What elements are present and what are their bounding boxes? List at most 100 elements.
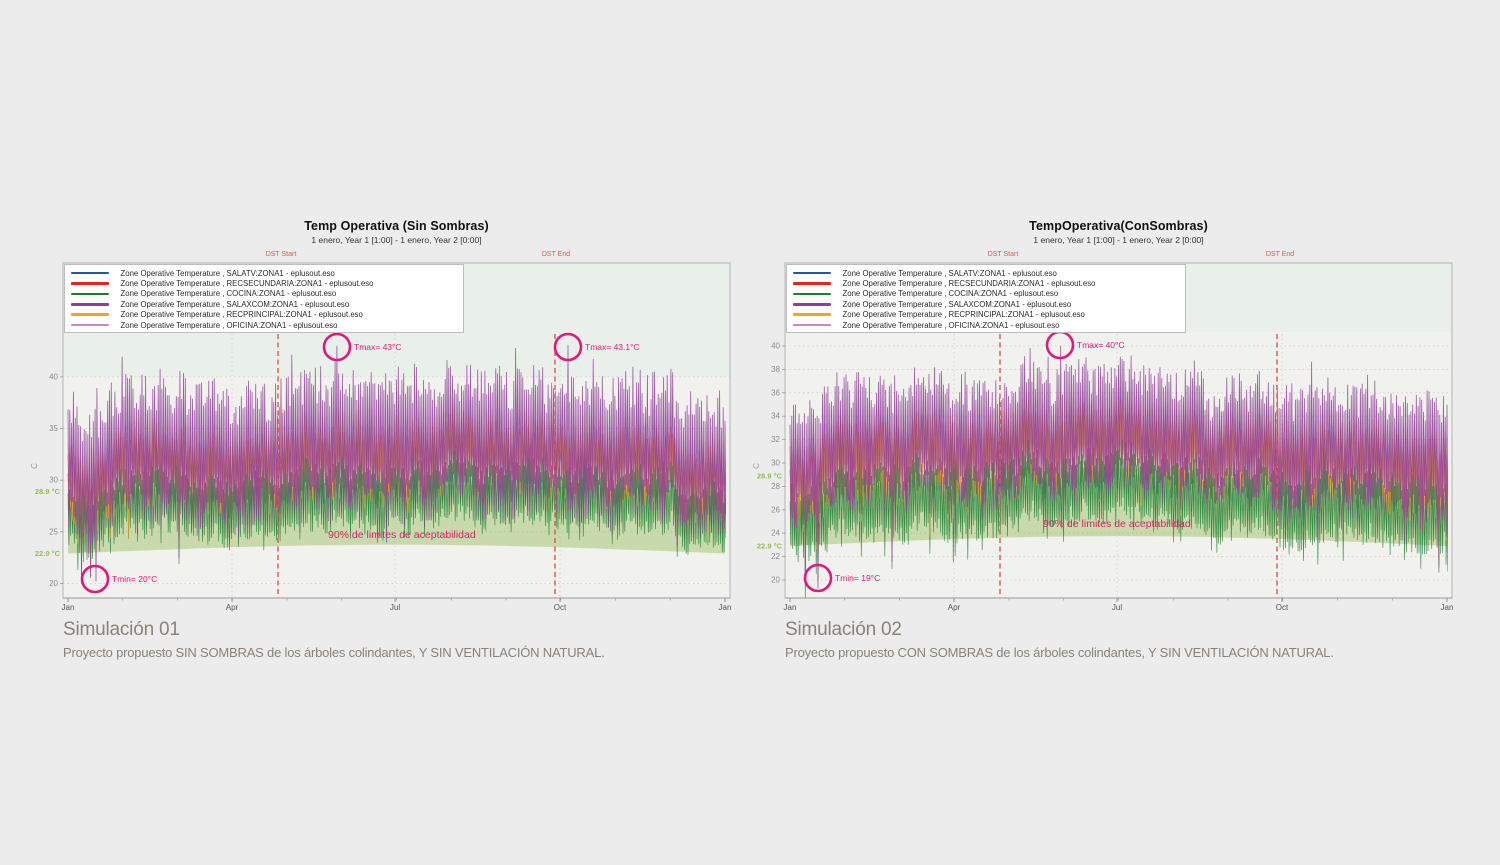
x-tick-label: Jan: [719, 603, 732, 612]
comfort-limit-label: 22.9 °C: [757, 542, 783, 551]
x-tick-label: Jul: [390, 603, 400, 612]
legend-item: Zone Operative Temperature , SALATV:ZONA…: [65, 268, 463, 278]
annotation-circle: [80, 564, 110, 594]
annotation-label: Tmax= 43.1°C: [585, 342, 640, 352]
legend-item: Zone Operative Temperature , SALAXCOM:ZO…: [65, 299, 463, 309]
chart-canvas-0: 20 25 30 35 40 28.9 °C 22.9 °C Jan Apr Jul Oct Jan C…: [30, 262, 732, 612]
chart-subtitle-left: 1 enero, Year 1 [1:00] - 1 enero, Year 2…: [311, 235, 482, 245]
x-tick-label: Jan: [1441, 603, 1454, 612]
y-tick-label: 28: [771, 482, 780, 491]
legend-item: Zone Operative Temperature , RECSECUNDAR…: [65, 278, 463, 288]
legend-label: Zone Operative Temperature , SALATV:ZONA…: [842, 268, 1057, 278]
series-salaxcom: [789, 345, 1448, 589]
x-tick-label: Apr: [226, 603, 239, 612]
y-tick-label: 36: [771, 388, 780, 397]
y-tick-label: 34: [771, 412, 780, 421]
x-tick-label: Apr: [948, 603, 961, 612]
chart-title-right: TempOperativa(ConSombras): [1029, 219, 1208, 233]
annotation-circle: [322, 332, 352, 362]
x-tick-label: Jul: [1112, 603, 1122, 612]
legend-item: Zone Operative Temperature , OFICINA:ZON…: [787, 320, 1185, 330]
comfort-limit-label: 28.9 °C: [35, 487, 61, 496]
legend-label: Zone Operative Temperature , OFICINA:ZON…: [842, 320, 1060, 330]
legend-box-1: Zone Operative Temperature , SALATV:ZONA…: [785, 264, 1186, 334]
y-tick-label: 25: [49, 527, 58, 536]
legend-swatch: [70, 292, 109, 296]
x-tick-label: Jan: [784, 603, 797, 612]
legend-swatch: [792, 303, 831, 306]
caption-title-right: Simulación 02: [785, 619, 902, 640]
legend-label: Zone Operative Temperature , RECPRINCIPA…: [842, 310, 1085, 320]
legend-swatch: [792, 313, 831, 317]
legend-label: Zone Operative Temperature , SALATV:ZONA…: [120, 268, 335, 278]
chart-title-left: Temp Operativa (Sin Sombras): [304, 219, 489, 233]
x-tick-label: Oct: [554, 603, 567, 612]
legend-item: Zone Operative Temperature , COCINA:ZONA…: [787, 289, 1185, 299]
y-tick-label: 32: [771, 435, 780, 444]
chart-subtitle-right: 1 enero, Year 1 [1:00] - 1 enero, Year 2…: [1033, 235, 1204, 245]
dst-start-label-right: DST Start: [987, 251, 1019, 258]
annotation-circle: [553, 332, 583, 362]
legend-swatch: [70, 313, 109, 317]
legend-item: Zone Operative Temperature , RECPRINCIPA…: [65, 310, 463, 320]
x-tick-label: Jan: [62, 603, 75, 612]
legend-item: Zone Operative Temperature , COCINA:ZONA…: [65, 289, 463, 299]
dst-end-label-right: DST End: [1265, 251, 1295, 258]
caption-body-left: Proyecto propuesto SIN SOMBRAS de los ár…: [63, 645, 605, 660]
legend-label: Zone Operative Temperature , RECSECUNDAR…: [842, 279, 1096, 289]
y-tick-label: 22: [771, 552, 780, 561]
y-tick-label: 40: [771, 342, 780, 351]
y-tick-label: 26: [771, 505, 780, 514]
legend-label: Zone Operative Temperature , SALAXCOM:ZO…: [120, 299, 350, 309]
legend-swatch: [792, 282, 831, 285]
legend-label: Zone Operative Temperature , OFICINA:ZON…: [120, 320, 338, 330]
comfort-limit-label: 28.9 °C: [757, 471, 783, 480]
legend-swatch: [792, 323, 831, 327]
legend-swatch: [792, 271, 831, 275]
y-tick-label: 30: [49, 476, 58, 485]
caption-body-right: Proyecto propuesto CON SOMBRAS de los ár…: [785, 645, 1334, 660]
legend-item: Zone Operative Temperature , SALATV:ZONA…: [787, 268, 1185, 278]
y-tick-label: 38: [771, 365, 780, 374]
caption-title-left: Simulación 01: [63, 619, 180, 640]
legend-label: Zone Operative Temperature , SALAXCOM:ZO…: [842, 299, 1072, 309]
annotation-circle: [803, 563, 833, 593]
series-layer: [789, 345, 1448, 598]
series-layer: [67, 344, 726, 584]
legend-box-0: Zone Operative Temperature , SALATV:ZONA…: [63, 264, 464, 334]
comfort-limit-label: 22.9 °C: [35, 549, 61, 558]
y-tick-label: 35: [49, 424, 58, 433]
y-tick-label: 24: [771, 529, 780, 538]
annotation-label: Tmax= 43°C: [354, 342, 402, 352]
y-tick-label: 40: [49, 372, 58, 381]
legend-swatch: [70, 323, 109, 327]
y-tick-label: 30: [771, 459, 780, 468]
series-cocina: [789, 439, 1448, 598]
legend-swatch: [70, 271, 109, 275]
x-tick-label: Oct: [1276, 603, 1289, 612]
legend-swatch: [792, 292, 831, 296]
y-tick-label: 20: [49, 579, 58, 588]
annotation-label: Tmin= 19°C: [835, 573, 880, 583]
legend-label: Zone Operative Temperature , COCINA:ZONA…: [120, 289, 337, 299]
legend-item: Zone Operative Temperature , OFICINA:ZON…: [65, 320, 463, 330]
legend-label: Zone Operative Temperature , RECSECUNDAR…: [120, 279, 374, 289]
comfort-band-label: 90% de limites de aceptabilidad: [328, 529, 476, 541]
legend-item: Zone Operative Temperature , RECSECUNDAR…: [787, 278, 1185, 288]
legend-item: Zone Operative Temperature , SALAXCOM:ZO…: [787, 299, 1185, 309]
legend-label: Zone Operative Temperature , COCINA:ZONA…: [842, 289, 1059, 299]
annotation-label: Tmin= 20°C: [112, 574, 157, 584]
series-salaxcom: [67, 344, 726, 584]
legend-label: Zone Operative Temperature , RECPRINCIPA…: [120, 310, 363, 320]
y-axis-title: C: [30, 463, 39, 469]
dst-start-label-left: DST Start: [265, 251, 297, 258]
y-tick-label: 20: [771, 576, 780, 585]
dst-end-label-left: DST End: [541, 251, 571, 258]
y-axis-title: C: [752, 463, 761, 469]
legend-item: Zone Operative Temperature , RECPRINCIPA…: [787, 310, 1185, 320]
legend-swatch: [70, 303, 109, 306]
legend-swatch: [70, 282, 109, 285]
comfort-band-label: 90% de limites de aceptabilidad: [1043, 518, 1191, 530]
annotation-label: Tmax= 40°C: [1077, 340, 1125, 350]
